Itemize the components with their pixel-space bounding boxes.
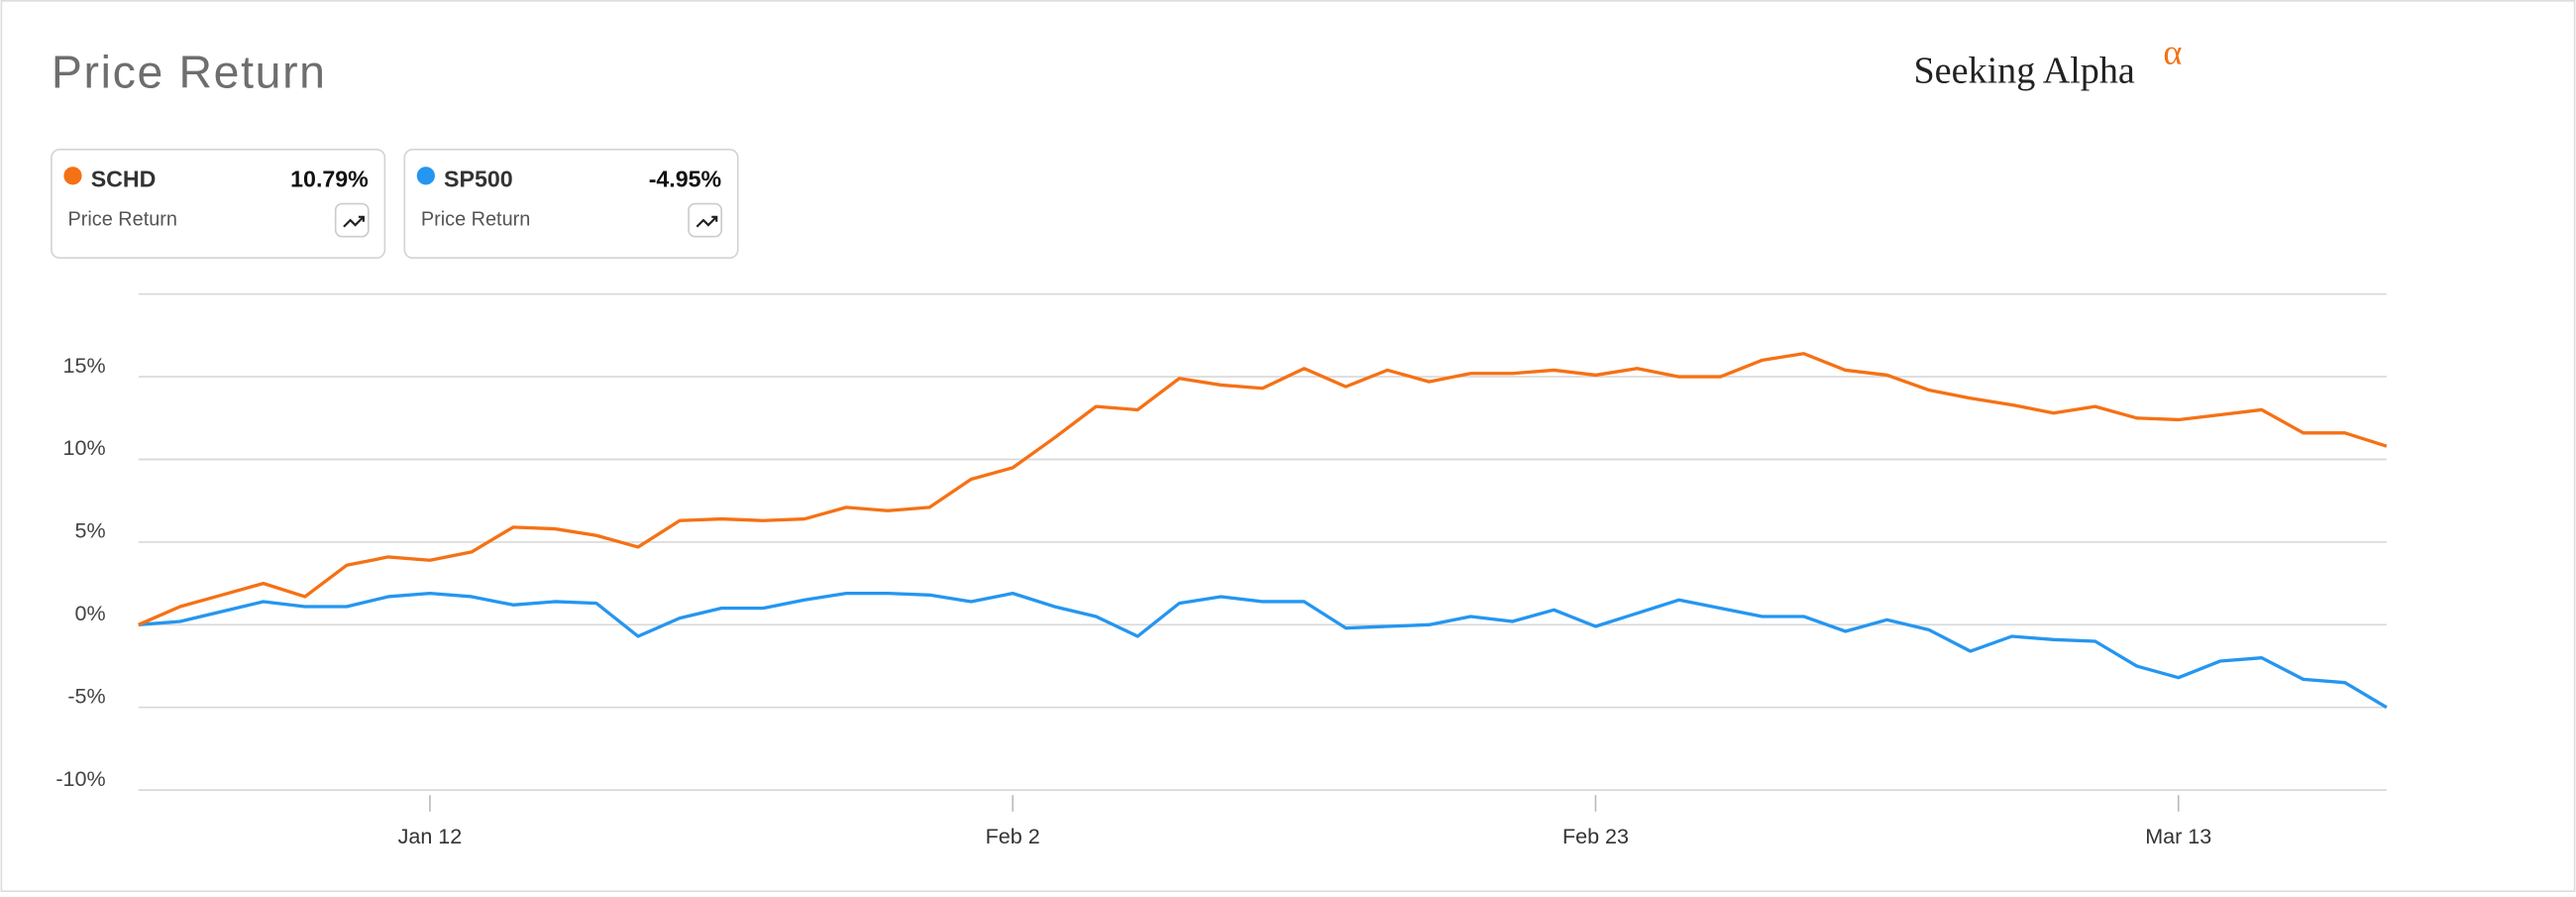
series-line [138,591,2388,710]
card-box [51,149,386,260]
y-tick-label: 15% [63,354,106,378]
legend-card[interactable]: SCHD 10.79% Price Return [51,149,386,260]
legend-summary: 10.79% [290,166,369,191]
legend-metric: Price Return [68,208,177,230]
y-tick-label: 5% [75,519,106,543]
series-line [138,352,2388,626]
brand: Seeking Alpha [1913,50,2134,91]
legend-name: SCHD [91,166,157,191]
card-box [403,149,739,260]
legend-metric: Price Return [421,208,530,230]
legend-dot [416,167,435,185]
x-tick-label: Feb 2 [986,825,1040,848]
y-tick-label: 0% [75,602,106,625]
x-tick-label: Jan 12 [398,825,463,848]
x-tick-label: Feb 23 [1562,825,1629,848]
legend-dot [63,167,82,185]
brand-mark: α [2163,33,2182,72]
x-tick-label: Mar 13 [2145,825,2211,848]
title: Price Return [52,46,327,97]
y-tick-label: -10% [55,767,105,791]
chart-icon-button [334,202,370,238]
legend-summary: -4.95% [649,166,721,191]
chart-icon [343,215,365,228]
chart-icon [696,215,718,228]
legend-name: SP500 [444,166,513,191]
y-tick-label: -5% [67,684,105,708]
chart-icon-button [688,202,723,238]
y-tick-label: 10% [63,436,106,460]
legend-card[interactable]: SP500 -4.95% Price Return [403,149,739,260]
